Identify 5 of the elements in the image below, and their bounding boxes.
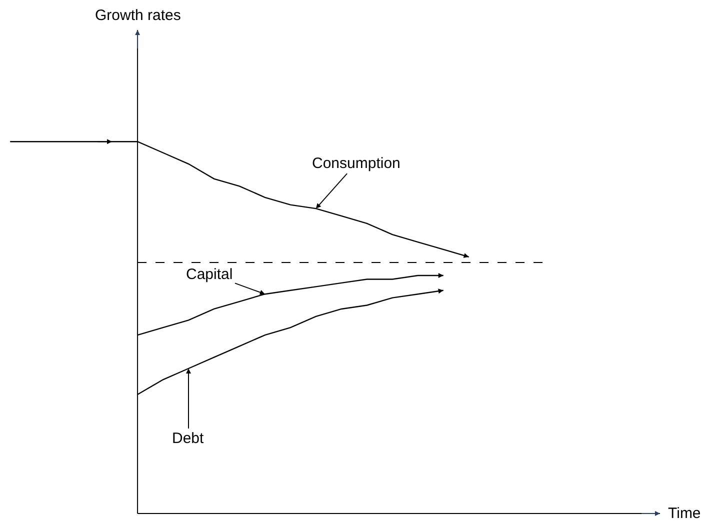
series-label: Capital xyxy=(186,266,233,283)
text: Time xyxy=(668,505,701,522)
text: Consumption xyxy=(312,155,400,172)
text: Debt xyxy=(172,430,205,447)
text: Growth rates xyxy=(95,7,181,24)
